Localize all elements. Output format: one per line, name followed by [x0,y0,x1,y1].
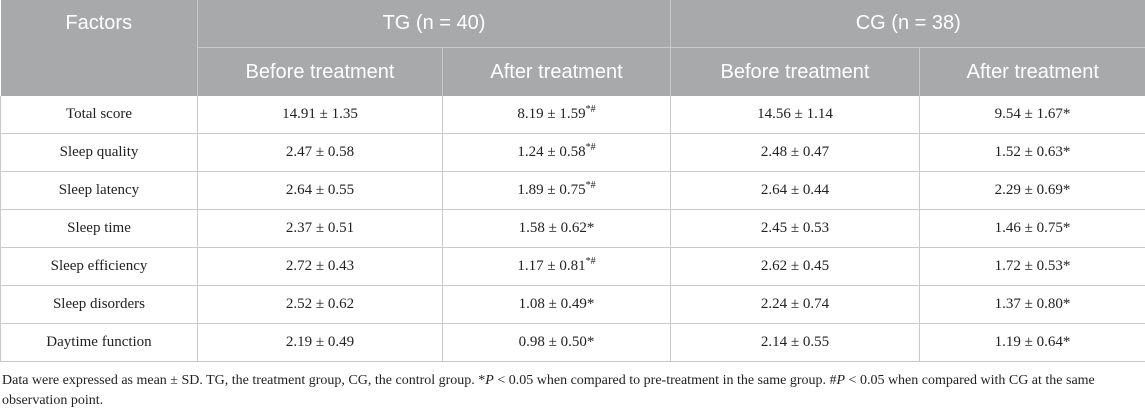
factor-cell: Sleep efficiency [0,247,198,286]
cg-before-cell: 2.64 ± 0.44 [670,171,920,210]
factor-cell: Total score [0,96,198,134]
table-body: Total score 14.91 ± 1.35 8.19 ± 1.59*# 1… [0,96,1145,362]
tg-before-cell: 2.19 ± 0.49 [197,323,443,362]
cg-before-cell: 2.62 ± 0.45 [670,247,920,286]
factor-cell: Sleep disorders [0,285,198,324]
tg-before-cell: 2.47 ± 0.58 [197,133,443,172]
header-tg-after: After treatment [442,47,671,96]
results-table: Factors TG (n = 40) CG (n = 38) Before t… [0,0,1145,362]
cg-after-cell: 1.72 ± 0.53* [919,247,1145,286]
cg-after-cell: 1.37 ± 0.80* [919,285,1145,324]
tg-after-cell: 1.17 ± 0.81*# [442,247,671,286]
cg-after-cell: 1.52 ± 0.63* [919,133,1145,172]
cg-before-cell: 2.48 ± 0.47 [670,133,920,172]
factor-cell: Sleep latency [0,171,198,210]
tg-before-cell: 2.64 ± 0.55 [197,171,443,210]
table-row: Sleep time 2.37 ± 0.51 1.58 ± 0.62* 2.45… [0,209,1145,248]
cg-after-cell: 1.46 ± 0.75* [919,209,1145,248]
cg-after-cell: 2.29 ± 0.69* [919,171,1145,210]
table-row: Sleep quality 2.47 ± 0.58 1.24 ± 0.58*# … [0,133,1145,172]
cg-before-cell: 2.14 ± 0.55 [670,323,920,362]
table-row: Sleep latency 2.64 ± 0.55 1.89 ± 0.75*# … [0,171,1145,210]
header-tg-before: Before treatment [197,47,443,96]
header-group-tg: TG (n = 40) [197,0,671,48]
table-header: Factors TG (n = 40) CG (n = 38) Before t… [0,0,1145,96]
header-cg-before: Before treatment [670,47,920,96]
table-row: Total score 14.91 ± 1.35 8.19 ± 1.59*# 1… [0,96,1145,134]
table-row: Sleep disorders 2.52 ± 0.62 1.08 ± 0.49*… [0,285,1145,324]
cg-after-cell: 9.54 ± 1.67* [919,96,1145,134]
header-cg-after: After treatment [919,47,1145,96]
tg-before-cell: 14.91 ± 1.35 [197,96,443,134]
tg-after-cell: 1.24 ± 0.58*# [442,133,671,172]
tg-after-cell: 1.58 ± 0.62* [442,209,671,248]
factor-cell: Sleep quality [0,133,198,172]
cg-before-cell: 2.24 ± 0.74 [670,285,920,324]
tg-before-cell: 2.52 ± 0.62 [197,285,443,324]
tg-after-cell: 8.19 ± 1.59*# [442,96,671,134]
cg-after-cell: 1.19 ± 0.64* [919,323,1145,362]
table-row: Sleep efficiency 2.72 ± 0.43 1.17 ± 0.81… [0,247,1145,286]
tg-before-cell: 2.37 ± 0.51 [197,209,443,248]
tg-after-cell: 0.98 ± 0.50* [442,323,671,362]
cg-before-cell: 14.56 ± 1.14 [670,96,920,134]
header-factors: Factors [0,0,198,96]
table-row: Daytime function 2.19 ± 0.49 0.98 ± 0.50… [0,323,1145,362]
factor-cell: Sleep time [0,209,198,248]
results-table-container: Factors TG (n = 40) CG (n = 38) Before t… [0,0,1145,362]
header-group-cg: CG (n = 38) [670,0,1145,48]
cg-before-cell: 2.45 ± 0.53 [670,209,920,248]
tg-after-cell: 1.89 ± 0.75*# [442,171,671,210]
table-footnote: Data were expressed as mean ± SD. TG, th… [2,373,1095,408]
tg-before-cell: 2.72 ± 0.43 [197,247,443,286]
tg-after-cell: 1.08 ± 0.49* [442,285,671,324]
factor-cell: Daytime function [0,323,198,362]
